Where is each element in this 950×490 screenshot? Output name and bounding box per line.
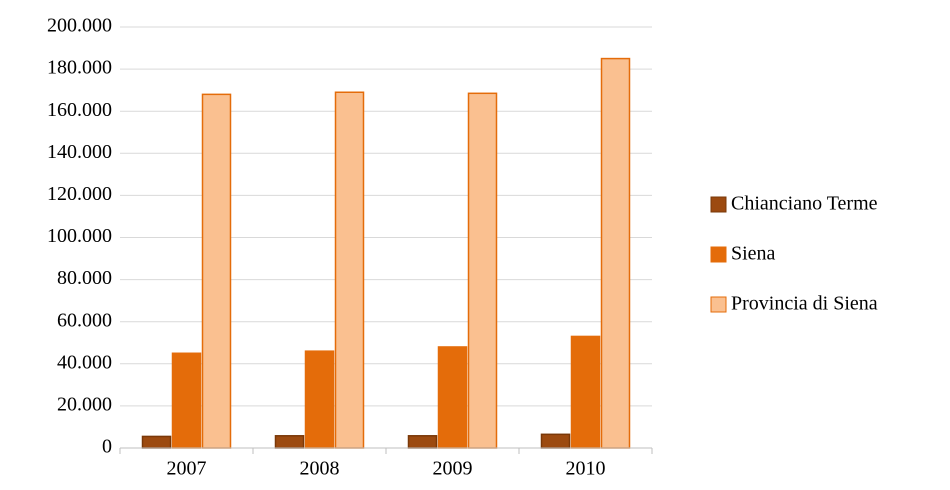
x-tick-label: 2009	[433, 458, 473, 480]
y-tick-label: 0	[102, 436, 112, 458]
y-tick-label: 100.000	[47, 225, 112, 247]
bar	[304, 350, 335, 449]
legend-label: Chianciano Terme	[731, 193, 878, 215]
bar	[141, 435, 172, 449]
legend-swatch	[710, 196, 727, 213]
y-tick-label: 60.000	[57, 309, 112, 331]
bar	[334, 91, 365, 449]
bar	[467, 92, 498, 449]
legend-label: Siena	[731, 243, 776, 265]
bar	[600, 57, 631, 449]
y-tick-label: 180.000	[47, 57, 112, 79]
y-tick-label: 160.000	[47, 99, 112, 121]
bar	[171, 352, 202, 449]
bar	[274, 435, 305, 449]
x-tick-label: 2007	[167, 458, 207, 480]
legend-label: Provincia di Siena	[731, 293, 878, 315]
bar	[540, 433, 571, 449]
y-tick-label: 200.000	[47, 15, 112, 37]
y-tick-label: 40.000	[57, 351, 112, 373]
x-tick-label: 2008	[300, 458, 340, 480]
y-tick-label: 140.000	[47, 141, 112, 163]
bar	[570, 335, 601, 449]
y-tick-label: 80.000	[57, 267, 112, 289]
legend-swatch	[710, 296, 727, 313]
y-tick-label: 20.000	[57, 393, 112, 415]
legend-swatch	[710, 246, 727, 263]
bar	[407, 435, 438, 449]
y-tick-label: 120.000	[47, 183, 112, 205]
bar	[201, 93, 232, 449]
x-tick-label: 2010	[566, 458, 606, 480]
bar	[437, 346, 468, 449]
